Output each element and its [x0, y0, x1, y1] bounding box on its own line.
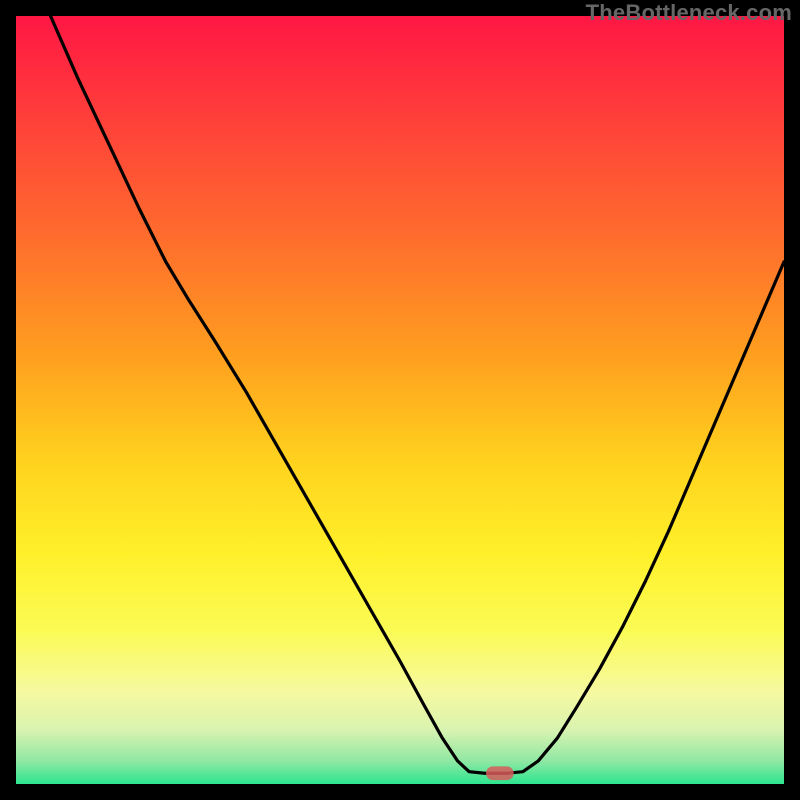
chart-background: [16, 16, 784, 784]
chart-container: TheBottleneck.com: [0, 0, 800, 800]
watermark-text: TheBottleneck.com: [586, 0, 792, 26]
optimal-marker: [486, 766, 514, 780]
bottleneck-chart: [0, 0, 800, 800]
